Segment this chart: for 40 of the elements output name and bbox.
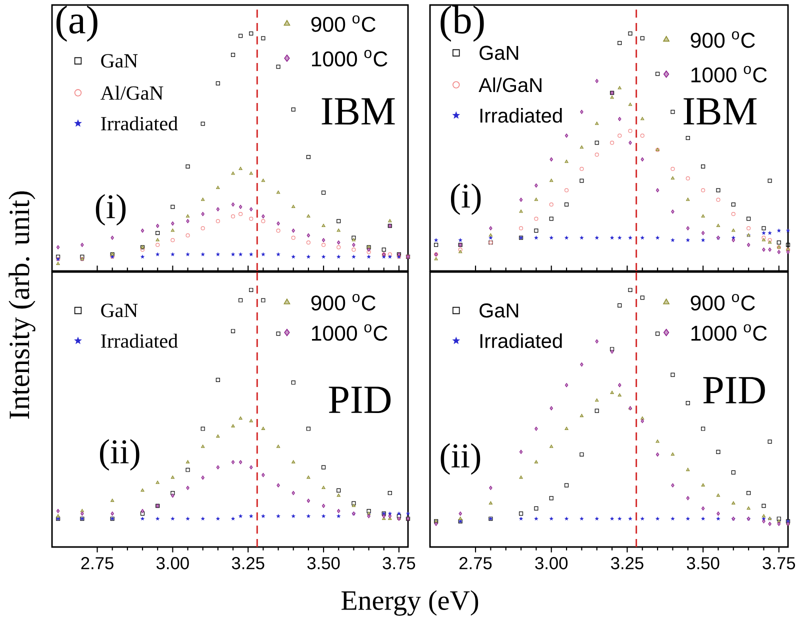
legend-label: 1000 $^{o}$C (691, 324, 767, 341)
x-axis-title: Energy (eV) (342, 590, 478, 616)
legend-label: 1000 $^{o}$C (691, 66, 767, 82)
annotation: IBM (684, 98, 757, 125)
legend-label: Irradiated (480, 333, 562, 348)
annotation: IBM (322, 98, 395, 125)
legend-label: Irradiated (101, 116, 178, 130)
annotation: (i) (96, 194, 126, 226)
legend-label: 900 $^{o}$C (311, 294, 376, 311)
x-tick-label: 2.75 (460, 557, 492, 570)
annotation: (ii) (100, 439, 140, 471)
x-tick-label: 3.00 (156, 557, 189, 570)
annotation: (ii) (440, 443, 480, 475)
x-tick-label: 3.50 (686, 557, 720, 570)
x-tick-label: 2.75 (81, 557, 114, 570)
legend-label: 900 $^{o}$C (690, 294, 755, 311)
annotation: (i) (450, 183, 481, 215)
legend-label: Irradiated (101, 334, 178, 348)
y-axis-title: Intensity (arb. unit) (8, 191, 36, 419)
legend-label: GaN (101, 304, 138, 318)
legend-label: Al/GaN (478, 77, 542, 92)
legend-label: 900 $^{o}$C (690, 31, 755, 48)
legend-label: GaN (480, 303, 518, 318)
x-tick-label: 3.00 (535, 557, 568, 570)
legend-label: 900 $^{o}$C (311, 15, 376, 32)
legend-label: GaN (480, 46, 518, 60)
x-tick-label: 3.25 (232, 557, 264, 570)
x-tick-label: 3.75 (762, 557, 796, 570)
x-tick-label: 3.50 (307, 557, 340, 570)
chart-title: (a) (56, 5, 98, 42)
annotation: PID (328, 386, 391, 414)
x-tick-label: 3.25 (611, 557, 644, 570)
annotation: PID (703, 377, 765, 404)
chart-title: (b) (440, 5, 484, 42)
legend-label: GaN (101, 54, 138, 68)
legend-label: 1000 $^{o}$C (312, 50, 388, 66)
legend-label: Al/GaN (100, 86, 164, 100)
legend-label: Irradiated (480, 108, 562, 123)
x-tick-label: 3.75 (382, 557, 416, 570)
legend-label: 1000 $^{o}$C (312, 324, 388, 341)
